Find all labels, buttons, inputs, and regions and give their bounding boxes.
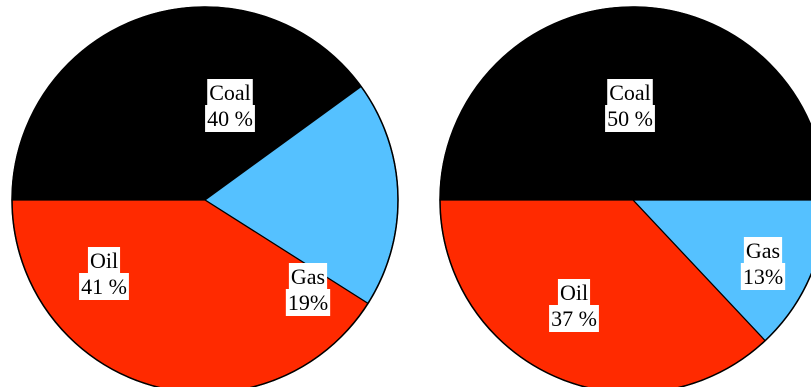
- slice-value-label: 19%: [288, 290, 328, 315]
- slice-value-label: 37 %: [551, 306, 597, 331]
- pie-outline: [11, 6, 399, 387]
- label-background: [557, 279, 591, 306]
- slice-value-label: 50 %: [607, 106, 653, 131]
- slice-value-label: 41 %: [81, 274, 127, 299]
- pie-slices: [439, 6, 811, 387]
- slice-name-label: Coal: [209, 80, 251, 105]
- label-background: [207, 79, 253, 106]
- label-background: [743, 237, 783, 264]
- pie-slices: [11, 6, 399, 387]
- label-background: [607, 79, 653, 106]
- label-background: [605, 105, 655, 132]
- label-background: [79, 273, 129, 300]
- slice-name-label: Oil: [90, 248, 118, 273]
- slice-name-label: Gas: [746, 238, 780, 263]
- pie-outline: [439, 6, 811, 387]
- label-background: [288, 263, 328, 290]
- label-background: [740, 263, 786, 290]
- label-background: [549, 305, 599, 332]
- label-background: [87, 247, 121, 274]
- slice-name-label: Oil: [560, 280, 588, 305]
- slice-name-label: Gas: [291, 264, 325, 289]
- slice-name-label: Coal: [609, 80, 651, 105]
- slice-value-label: 13%: [743, 264, 783, 289]
- label-background: [285, 289, 331, 316]
- slice-value-label: 40 %: [207, 106, 253, 131]
- label-background: [205, 105, 255, 132]
